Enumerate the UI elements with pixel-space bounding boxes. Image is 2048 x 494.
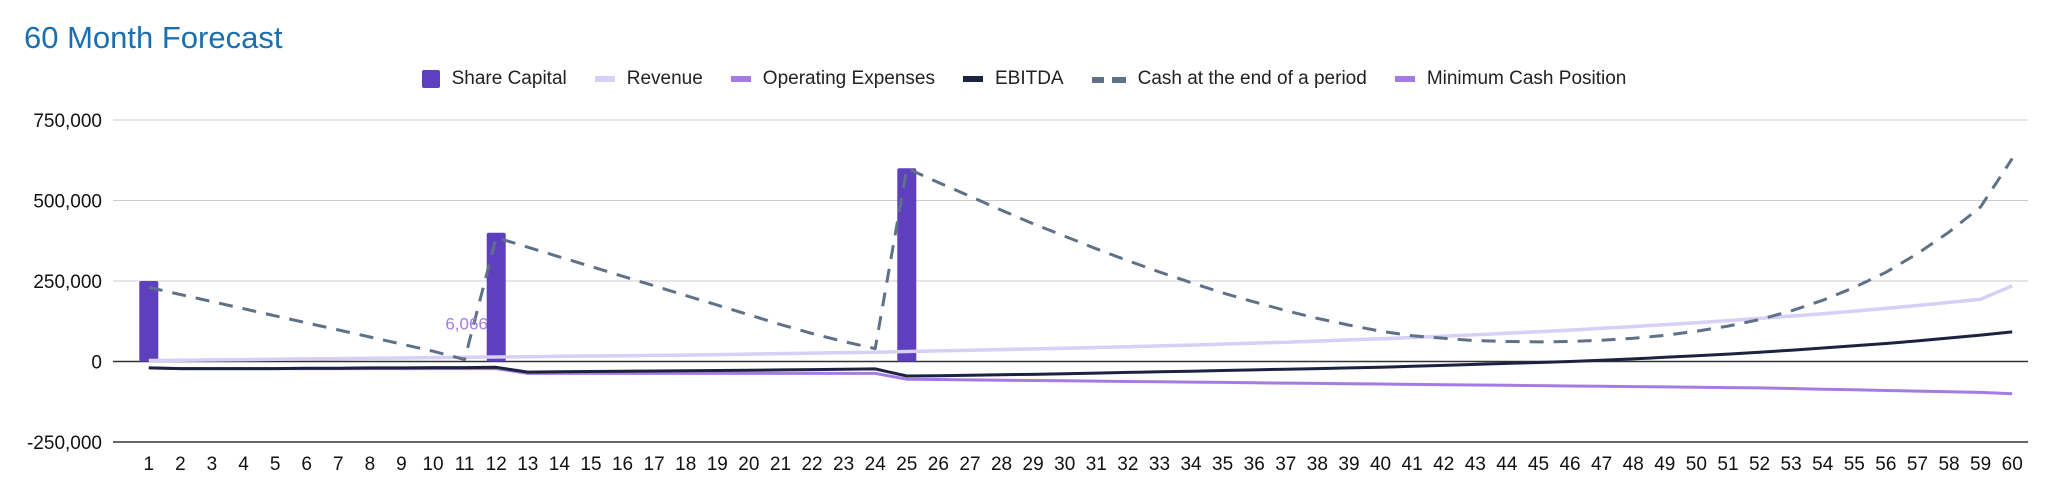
y-tick-label: -250,000 [27, 433, 102, 454]
x-tick-label: 51 [1717, 454, 1738, 475]
x-tick-label: 12 [486, 454, 507, 475]
legend-swatch [1394, 76, 1415, 82]
x-tick-label: 39 [1338, 454, 1359, 475]
x-tick-label: 45 [1528, 454, 1549, 475]
x-tick-label: 32 [1117, 454, 1138, 475]
x-tick-label: 48 [1623, 454, 1644, 475]
x-tick-label: 60 [2002, 454, 2023, 475]
legend-label: Share Capital [451, 68, 567, 89]
x-tick-label: 8 [365, 454, 376, 475]
x-tick-label: 27 [959, 454, 980, 475]
operating-expenses-line [148, 366, 2013, 396]
x-tick-label: 24 [865, 454, 887, 475]
x-tick-label: 33 [1149, 454, 1170, 475]
legend-item: Operating Expenses [730, 68, 935, 90]
x-tick-label: 35 [1212, 454, 1233, 475]
x-tick-label: 54 [1812, 454, 1834, 475]
x-tick-label: 25 [896, 454, 917, 475]
share-capital-bar [486, 232, 506, 362]
ebitda-line [148, 330, 2013, 378]
y-tick-label: 750,000 [33, 111, 102, 132]
x-tick-label: 29 [1023, 454, 1044, 475]
cash-line [148, 157, 2014, 361]
x-tick-label: 52 [1749, 454, 1770, 475]
x-tick-label: 19 [707, 454, 728, 475]
x-tick-label: 56 [1875, 454, 1896, 475]
chart-title: 60 Month Forecast [24, 20, 283, 55]
legend-label: Minimum Cash Position [1426, 68, 1627, 89]
x-tick-label: 57 [1907, 454, 1928, 475]
x-tick-label: 36 [1244, 454, 1265, 475]
y-tick-label: 500,000 [33, 192, 102, 213]
legend-label: Revenue [626, 68, 703, 89]
share-capital-bar [897, 168, 917, 362]
legend-item: Cash at the end of a period [1091, 68, 1367, 90]
x-tick-label: 13 [517, 454, 538, 475]
x-tick-label: 37 [1275, 454, 1296, 475]
x-tick-label: 49 [1654, 454, 1675, 475]
legend-swatch [594, 76, 615, 82]
x-tick-label: 55 [1844, 454, 1865, 475]
x-tick-label: 18 [675, 454, 696, 475]
x-tick-label: 43 [1465, 454, 1486, 475]
x-tick-label: 28 [991, 454, 1012, 475]
x-tick-label: 15 [580, 454, 601, 475]
x-tick-label: 11 [455, 454, 475, 475]
legend-swatch [730, 76, 751, 82]
x-tick-label: 50 [1686, 454, 1707, 475]
x-tick-label: 1 [144, 454, 155, 475]
x-tick-label: 14 [549, 454, 571, 475]
x-tick-label: 5 [270, 454, 281, 475]
x-tick-label: 31 [1086, 454, 1107, 475]
x-tick-label: 34 [1180, 454, 1202, 475]
x-tick-label: 42 [1433, 454, 1454, 475]
x-tick-label: 30 [1054, 454, 1075, 475]
x-tick-label: 10 [422, 454, 443, 475]
x-tick-label: 44 [1496, 454, 1518, 475]
x-tick-label: 40 [1370, 454, 1391, 475]
revenue-line [148, 284, 2013, 363]
x-tick-label: 38 [1307, 454, 1328, 475]
x-tick-label: 53 [1781, 454, 1802, 475]
x-tick-label: 41 [1402, 454, 1423, 475]
y-tick-label: 250,000 [33, 272, 102, 293]
legend-label: EBITDA [994, 68, 1064, 89]
x-tick-label: 22 [801, 454, 822, 475]
x-tick-label: 46 [1559, 454, 1580, 475]
x-tick-label: 6 [301, 454, 312, 475]
legend-item: Minimum Cash Position [1394, 68, 1627, 90]
x-tick-label: 4 [238, 454, 249, 475]
x-tick-label: 2 [175, 454, 186, 475]
x-tick-label: 7 [333, 454, 344, 475]
legend-label: Operating Expenses [762, 68, 935, 89]
x-tick-label: 26 [928, 454, 949, 475]
legend-item: Share Capital [421, 68, 567, 90]
legend-swatch [1091, 68, 1126, 90]
x-tick-label: 3 [207, 454, 218, 475]
min-cash-annotation: 6,066 [445, 315, 488, 334]
x-tick-label: 47 [1591, 454, 1612, 475]
x-tick-label: 58 [1938, 454, 1959, 475]
x-tick-label: 16 [612, 454, 633, 475]
legend-swatch [421, 70, 440, 88]
x-tick-label: 9 [396, 454, 407, 475]
x-tick-label: 21 [770, 454, 791, 475]
y-tick-label: 0 [91, 353, 102, 374]
x-tick-label: 59 [1970, 454, 1991, 475]
legend-swatch [962, 76, 983, 82]
x-tick-label: 20 [738, 454, 759, 475]
share-capital-bar [139, 281, 159, 362]
chart-legend: Share Capital Revenue Operating Expenses EB… [0, 68, 2048, 90]
x-tick-label: 23 [833, 454, 854, 475]
legend-label: Cash at the end of a period [1137, 68, 1367, 89]
legend-item: EBITDA [962, 68, 1064, 90]
x-tick-label: 17 [644, 454, 665, 475]
legend-item: Revenue [594, 68, 703, 90]
